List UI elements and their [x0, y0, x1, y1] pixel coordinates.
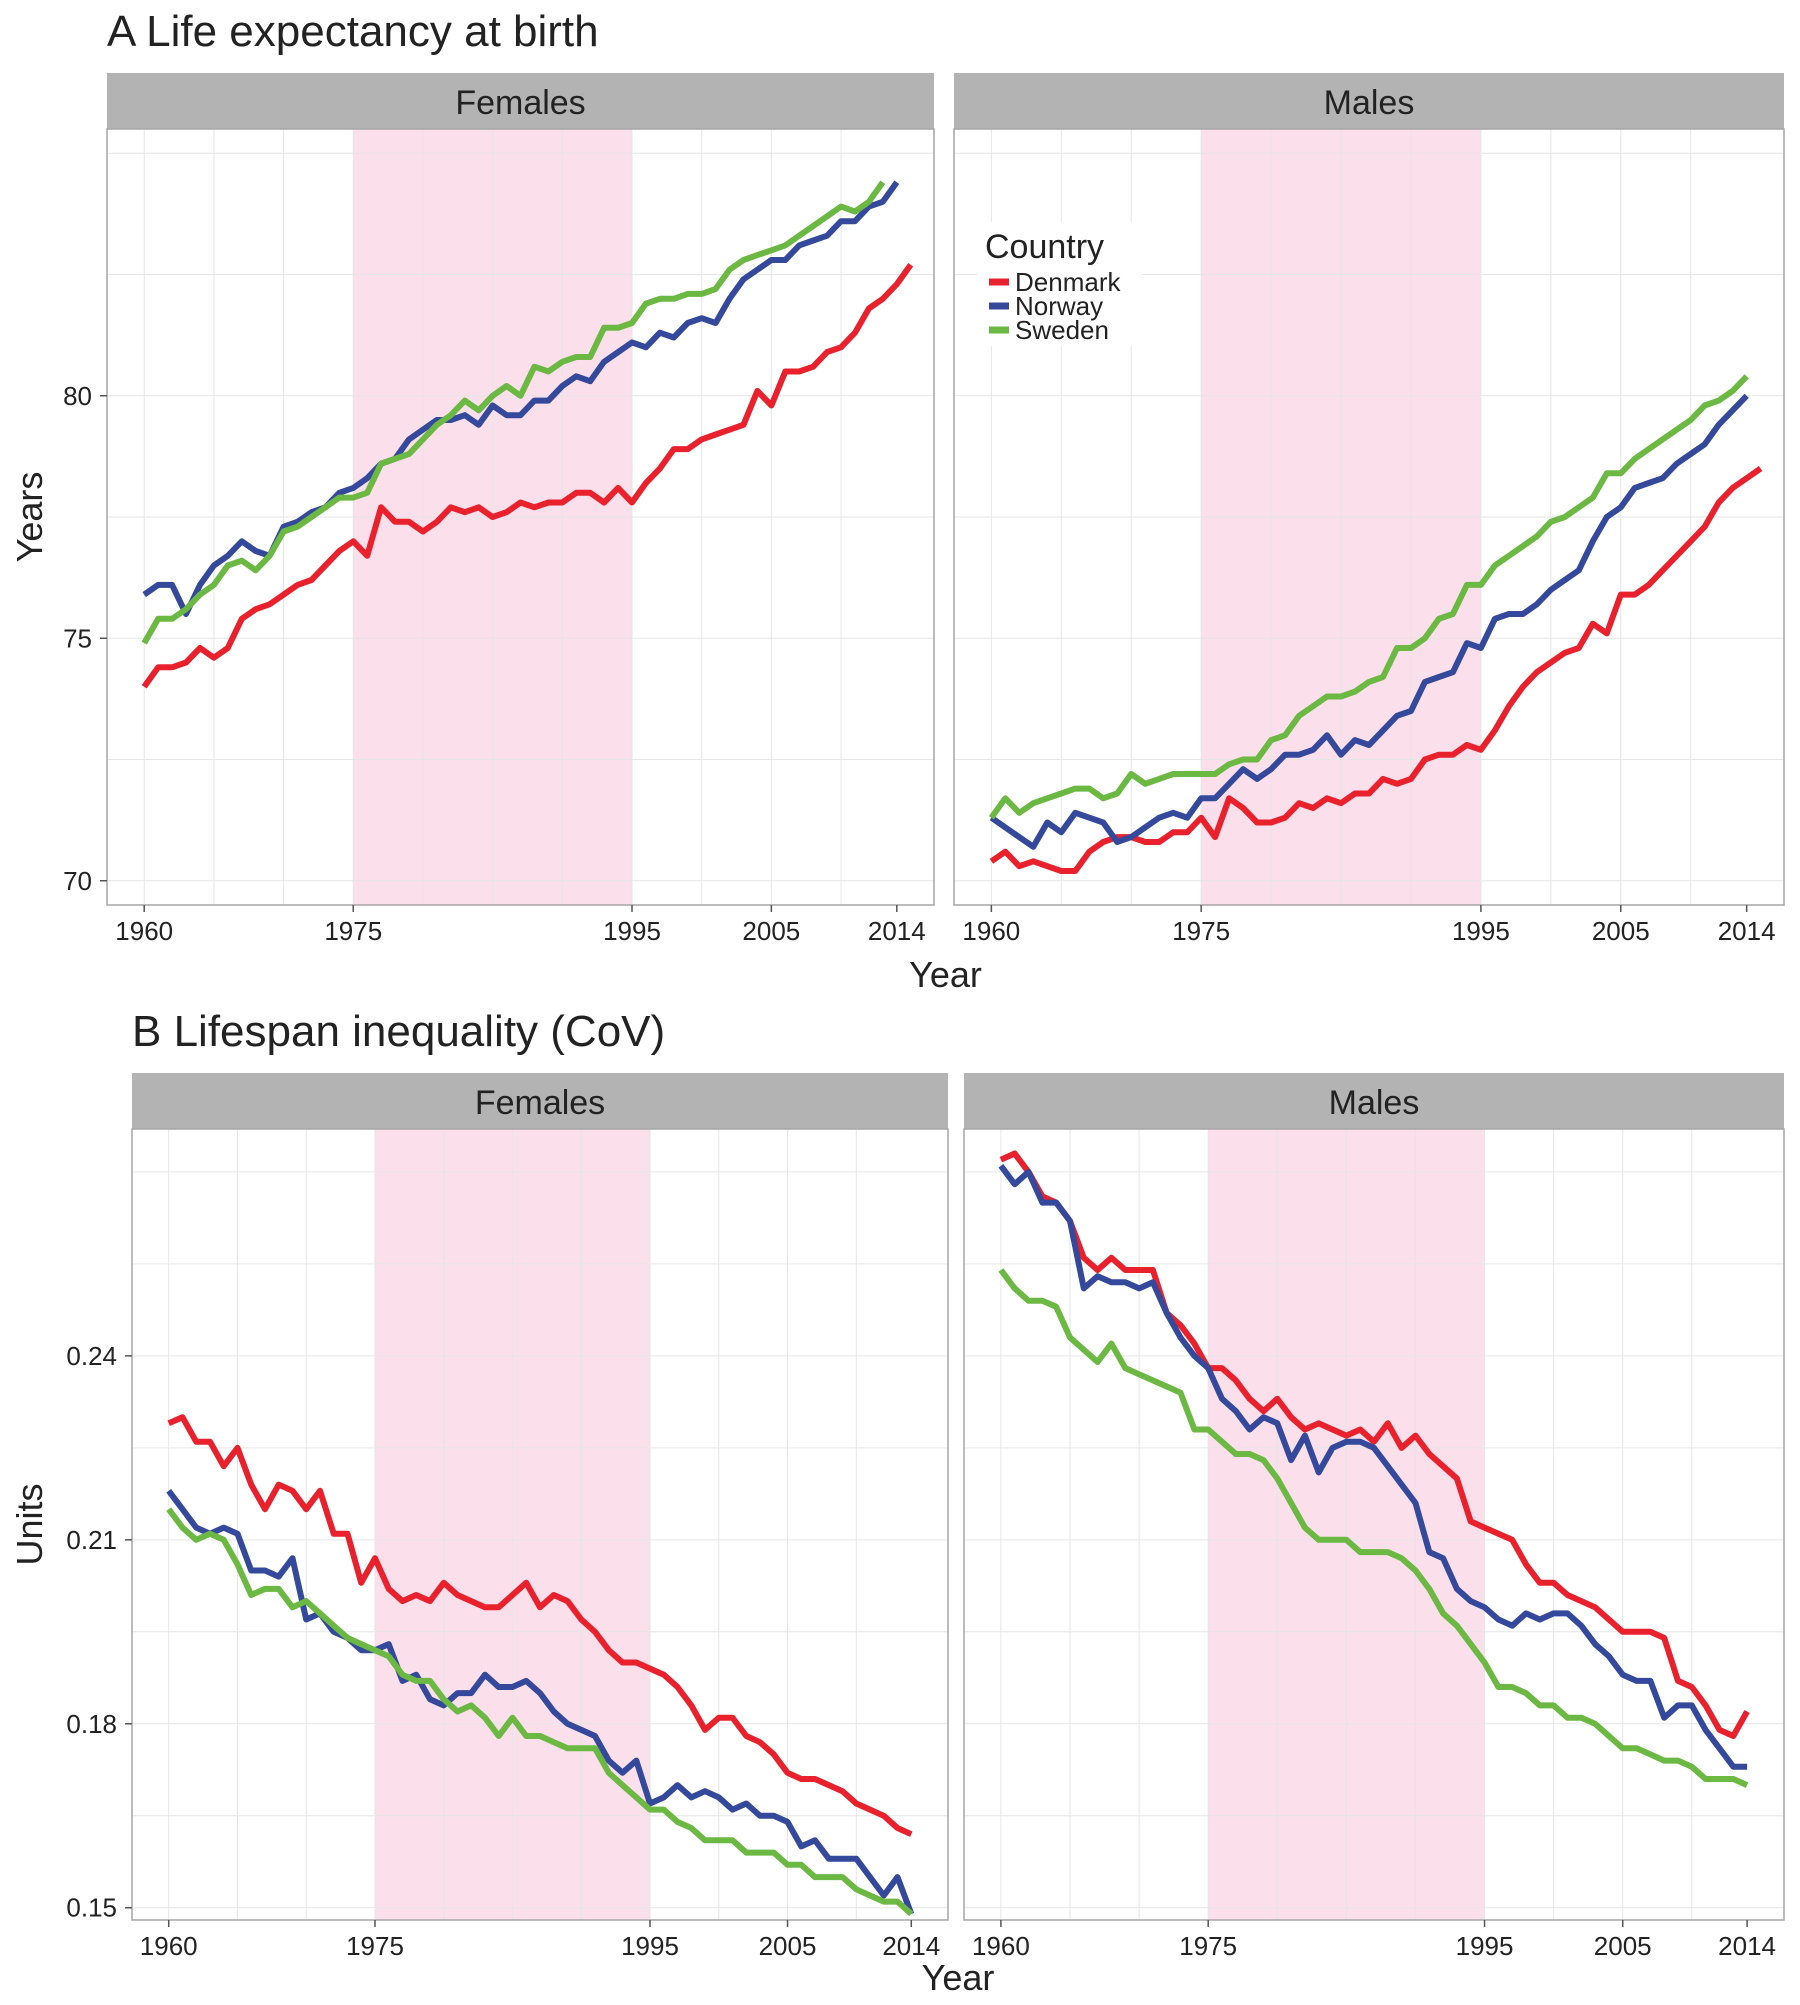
series-line-denmark [999, 1150, 1750, 1739]
series-line-norway [166, 1489, 915, 1915]
x-tick-label: 2005 [742, 916, 800, 946]
series-line-denmark [141, 263, 914, 689]
x-axis-label: Year [922, 1957, 995, 1998]
x-tick-label: 1975 [1172, 916, 1230, 946]
x-tick-label: 1995 [1452, 916, 1510, 946]
panel-border [963, 1128, 1785, 1921]
panel-strip-label: Males [1324, 84, 1415, 122]
panel-strip [954, 73, 1784, 129]
y-tick-label: 0.21 [66, 1525, 117, 1555]
x-tick-label: 1975 [1179, 1931, 1237, 1961]
chart-title: A Life expectancy at birth [107, 7, 599, 56]
series-line-sweden [988, 374, 1749, 820]
series-line-denmark [989, 466, 1763, 874]
x-tick-label: 2005 [1594, 1931, 1652, 1961]
series-line-sweden [141, 180, 886, 645]
y-tick-label: 0.15 [66, 1893, 117, 1923]
figure-root: A Life expectancy at birth Years Year 70 75 8… [9, 7, 1785, 1998]
x-tick-label: 1960 [140, 1931, 198, 1961]
x-tick-label: 2014 [882, 1931, 940, 1961]
y-tick-label: 0.24 [66, 1341, 117, 1371]
legend-entry-sweden: Sweden [1015, 315, 1109, 345]
panel-strip [107, 73, 934, 129]
panel-strip-label: Males [1329, 1084, 1420, 1122]
series-line-norway [989, 393, 1749, 850]
x-tick-label: 1995 [1456, 1931, 1514, 1961]
y-tick-label: 80 [63, 381, 92, 411]
y-axis-label: Units [9, 1483, 50, 1565]
panel-border [131, 1128, 949, 1921]
x-tick-label: 2005 [1592, 916, 1650, 946]
x-tick-label: 1975 [324, 916, 382, 946]
legend-entry-norway: Norway [1015, 291, 1103, 321]
y-tick-label: 75 [63, 623, 92, 653]
chart-title: B Lifespan inequality (CoV) [132, 1007, 665, 1056]
x-tick-label: 1960 [115, 916, 173, 946]
x-tick-label: 2014 [1718, 916, 1776, 946]
x-tick-label: 1960 [972, 1931, 1030, 1961]
panel-border [953, 128, 1785, 906]
x-tick-label: 1960 [962, 916, 1020, 946]
panel-strip [964, 1073, 1784, 1129]
y-tick-label: 0.18 [66, 1709, 117, 1739]
x-tick-label: 1995 [621, 1931, 679, 1961]
legend-entry-denmark: Denmark [1015, 267, 1121, 297]
x-axis-label: Year [909, 954, 982, 995]
series-line-norway [998, 1164, 1748, 1770]
panel-strip-label: Females [475, 1084, 605, 1122]
y-tick-label: 70 [63, 866, 92, 896]
x-tick-label: 2005 [759, 1931, 817, 1961]
panel-strip [132, 1073, 948, 1129]
y-axis-label: Years [9, 472, 50, 563]
series-line-sweden [998, 1268, 1749, 1788]
series-line-sweden [166, 1507, 914, 1917]
x-tick-label: 1975 [346, 1931, 404, 1961]
x-tick-label: 2014 [1718, 1931, 1776, 1961]
legend-title: Country [985, 228, 1104, 266]
x-tick-label: 1995 [603, 916, 661, 946]
x-tick-label: 2014 [868, 916, 926, 946]
series-line-denmark [167, 1414, 913, 1837]
panel-strip-label: Females [455, 84, 585, 122]
panel-border [106, 128, 935, 906]
